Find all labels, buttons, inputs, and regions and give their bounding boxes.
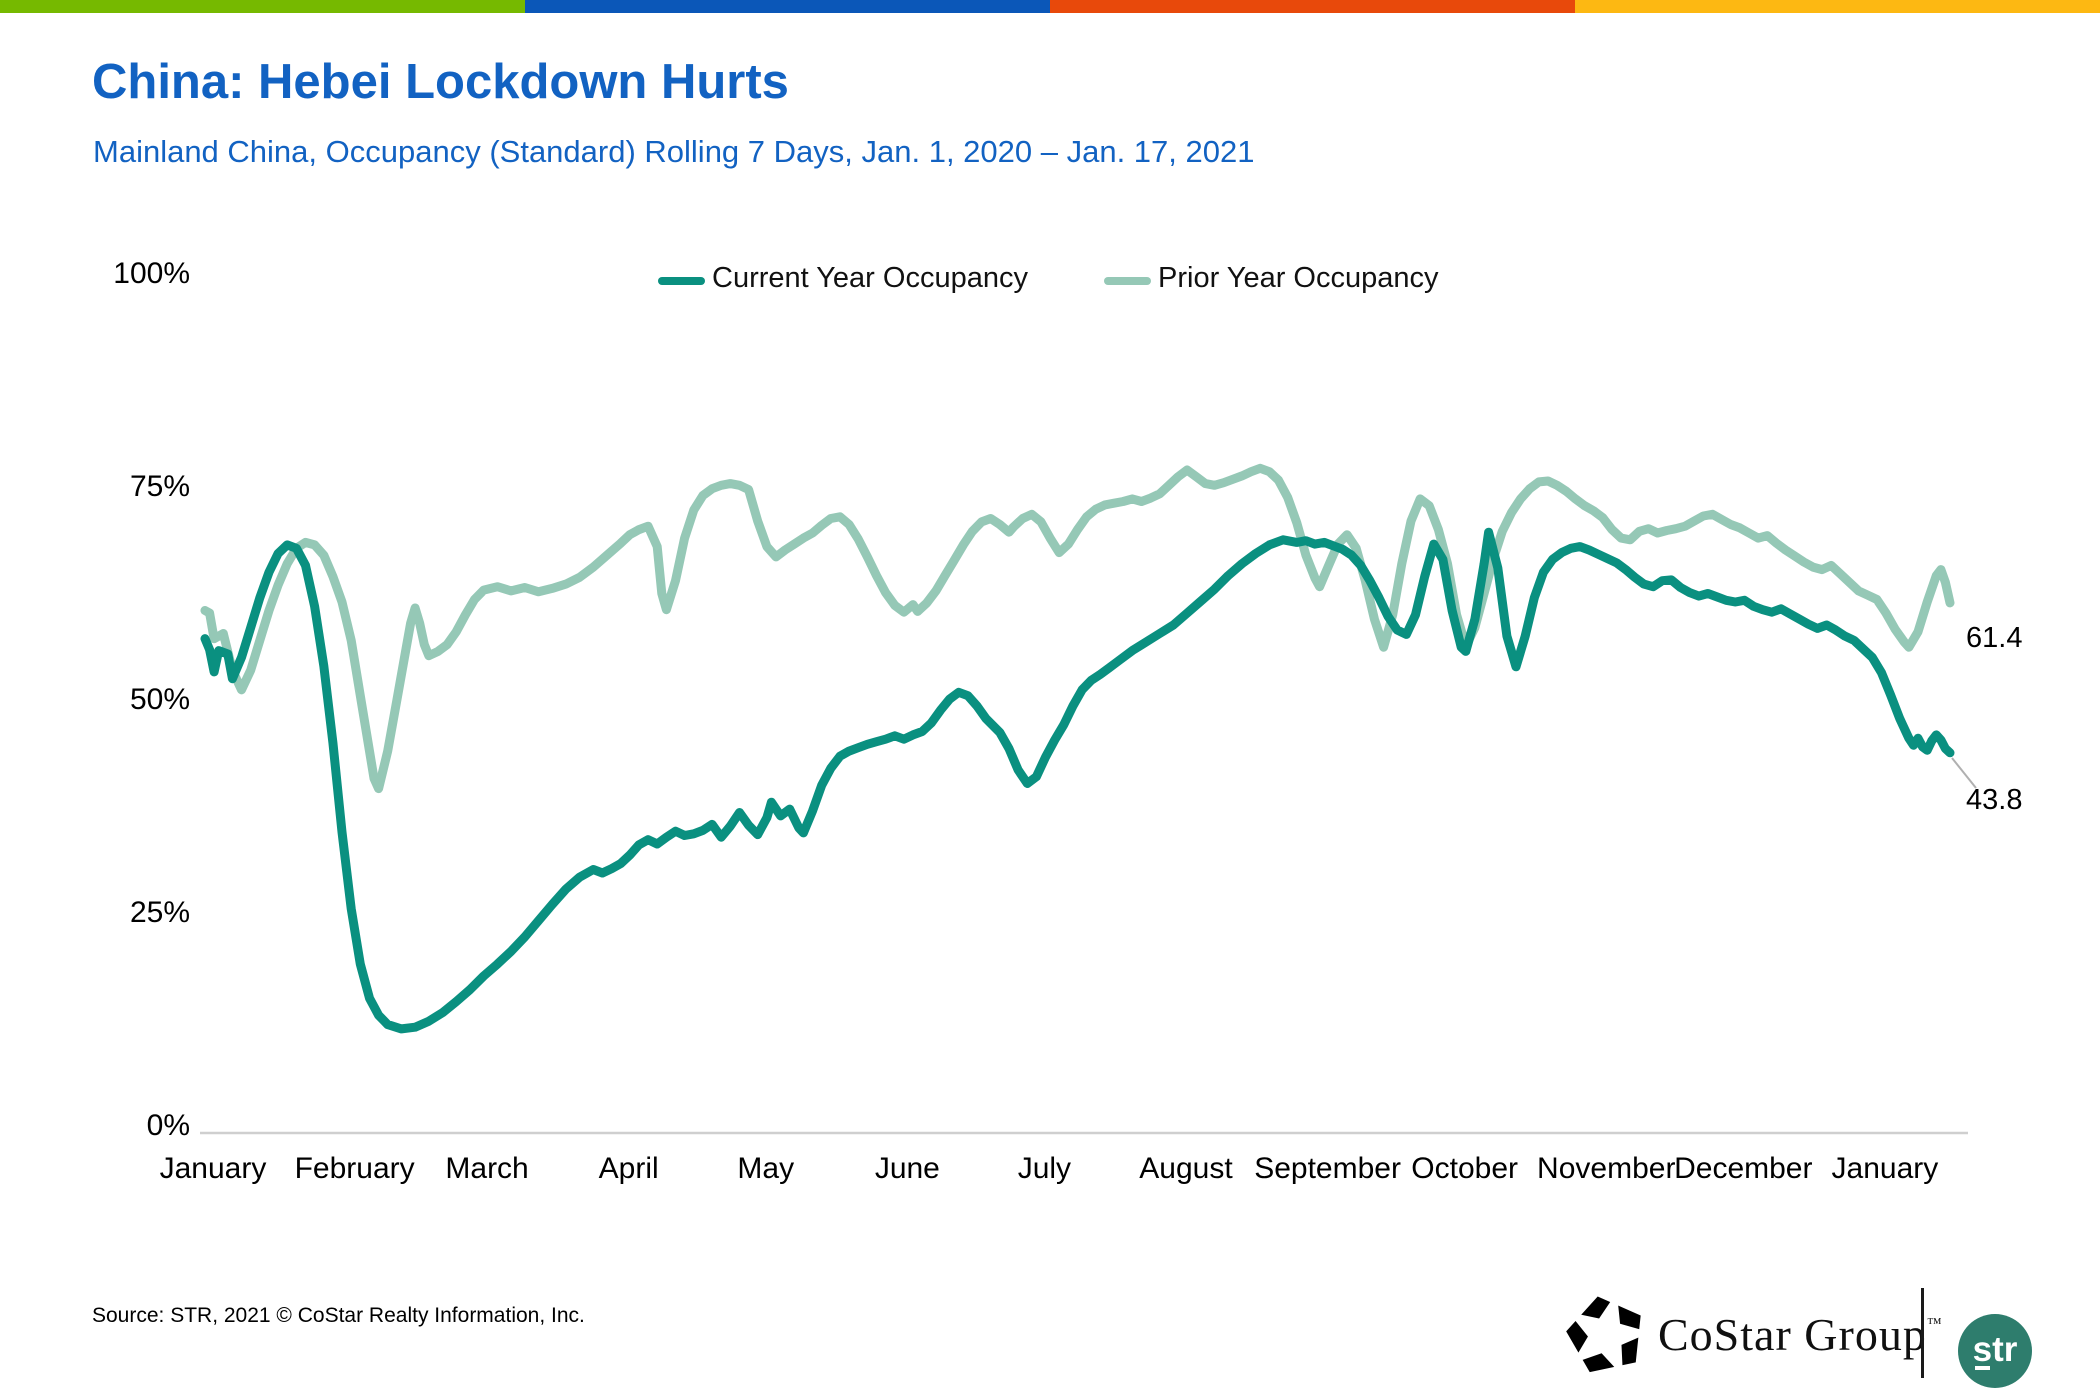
x-tick-october-274: October xyxy=(1411,1152,1518,1185)
legend-label-prior-year: Prior Year Occupancy xyxy=(1158,262,1439,294)
x-tick-december-335: December xyxy=(1674,1152,1813,1185)
brand-bar-green xyxy=(0,0,525,13)
current-end-leader-line xyxy=(1951,757,1977,789)
current-year-line xyxy=(200,527,1955,1034)
str-logo-underline xyxy=(1975,1366,1990,1370)
y-tick-25%: 25% xyxy=(129,896,190,929)
y-tick-75%: 75% xyxy=(129,470,190,503)
legend-swatch-current-year xyxy=(658,277,705,285)
x-tick-january-0: January xyxy=(159,1152,267,1185)
page-title: China: Hebei Lockdown Hurts xyxy=(92,55,789,109)
x-tick-february-31: February xyxy=(294,1152,415,1185)
costar-group-icon xyxy=(1566,1294,1646,1374)
costar-group-text: CoStar Group xyxy=(1658,1309,1927,1360)
prior-year-line xyxy=(200,463,1955,794)
costar-group-wordmark: CoStar Group™ xyxy=(1658,1308,1942,1361)
str-logo-text: str xyxy=(1972,1329,2018,1369)
y-tick-50%: 50% xyxy=(129,683,190,716)
source-note: Source: STR, 2021 © CoStar Realty Inform… xyxy=(92,1304,585,1327)
str-logo: str xyxy=(1958,1314,2032,1388)
x-tick-june-152: June xyxy=(874,1152,940,1185)
x-tick-november-305: November xyxy=(1537,1152,1676,1185)
brand-bar-yellow xyxy=(1575,0,2100,13)
prior-year-end-value-label: 61.4 xyxy=(1966,622,2023,654)
x-tick-march-60: March xyxy=(445,1152,529,1185)
brand-bar-blue xyxy=(525,0,1050,13)
y-tick-0%: 0% xyxy=(146,1109,190,1142)
brand-bar-orange xyxy=(1050,0,1575,13)
current-year-end-value-label: 43.8 xyxy=(1966,784,2023,816)
trademark-symbol: ™ xyxy=(1926,1316,1942,1332)
page-subtitle: Mainland China, Occupancy (Standard) Rol… xyxy=(93,134,1255,169)
y-tick-100%: 100% xyxy=(113,257,190,290)
x-tick-september-244: September xyxy=(1254,1152,1401,1185)
legend-label-current-year: Current Year Occupancy xyxy=(712,262,1028,294)
x-tick-april-91: April xyxy=(598,1152,659,1185)
x-tick-july-182: July xyxy=(1017,1152,1072,1185)
brand-color-bar xyxy=(0,0,2100,13)
x-tick-august-213: August xyxy=(1139,1152,1233,1185)
x-tick-may-121: May xyxy=(737,1152,795,1185)
legend-swatch-prior-year xyxy=(1104,277,1151,285)
logo-divider xyxy=(1921,1288,1924,1378)
x-tick-january-366: January xyxy=(1831,1152,1939,1185)
